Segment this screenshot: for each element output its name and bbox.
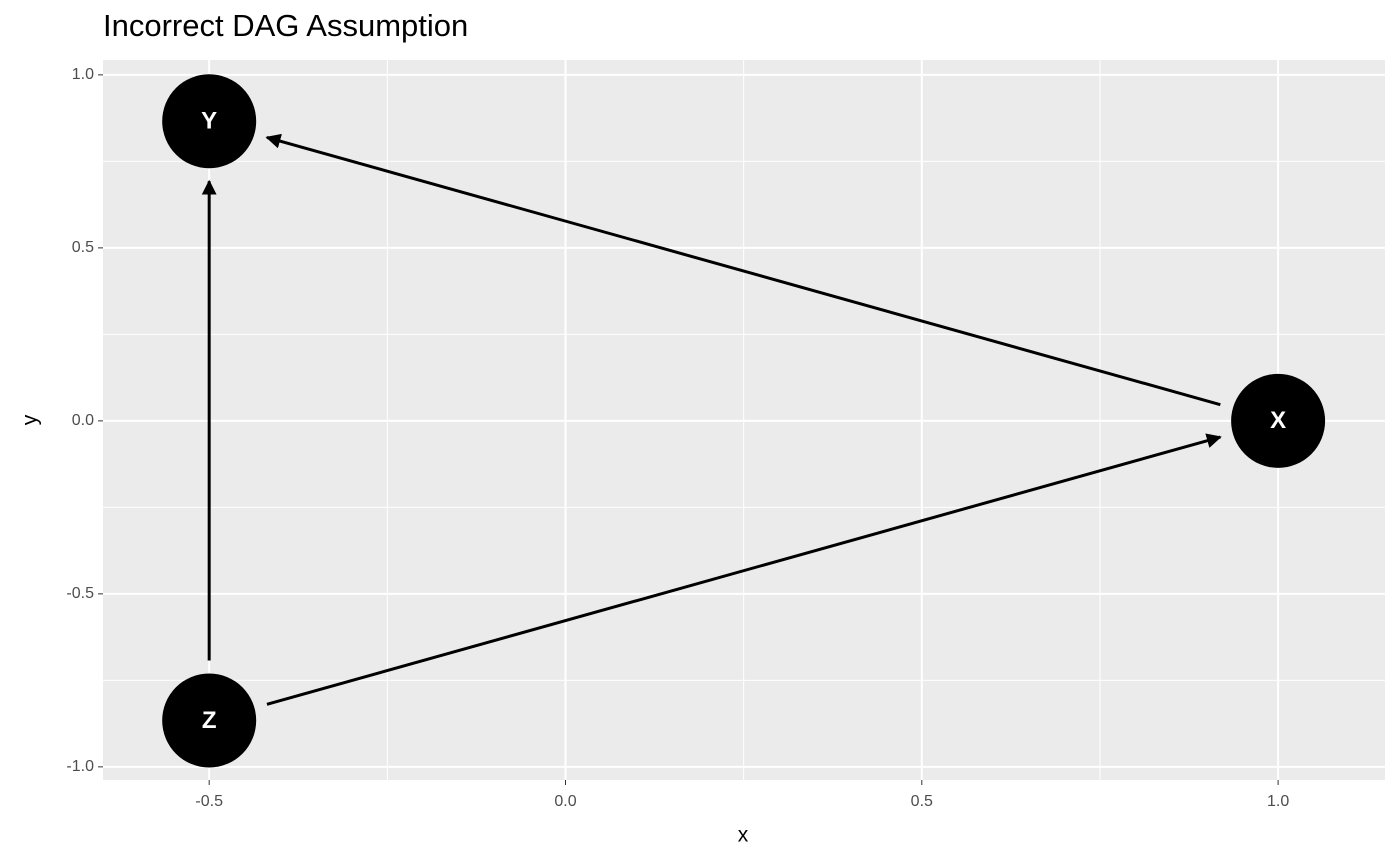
node bbox=[162, 74, 257, 169]
y-tick-label: 0.0 bbox=[72, 412, 94, 429]
x-tick-label: 0.0 bbox=[554, 793, 576, 810]
x-tick-label: 0.5 bbox=[911, 793, 933, 810]
node-label: Y bbox=[201, 108, 217, 135]
x-axis-label: x bbox=[738, 824, 749, 847]
chart-title: Incorrect DAG Assumption bbox=[103, 8, 468, 43]
node bbox=[1231, 373, 1326, 468]
y-tick-label: 0.5 bbox=[72, 239, 94, 256]
node-label: X bbox=[1270, 407, 1286, 434]
y-tick-label: -0.5 bbox=[66, 585, 94, 602]
x-tick-label: 1.0 bbox=[1267, 793, 1289, 810]
edge bbox=[266, 433, 1222, 706]
node bbox=[162, 673, 257, 768]
y-tick-label: -1.0 bbox=[66, 758, 94, 775]
node-label: Z bbox=[202, 707, 217, 734]
y-axis-label: y bbox=[19, 414, 42, 425]
edge bbox=[265, 133, 1221, 407]
x-tick-label: -0.5 bbox=[195, 793, 223, 810]
y-tick-label: 1.0 bbox=[72, 66, 94, 83]
